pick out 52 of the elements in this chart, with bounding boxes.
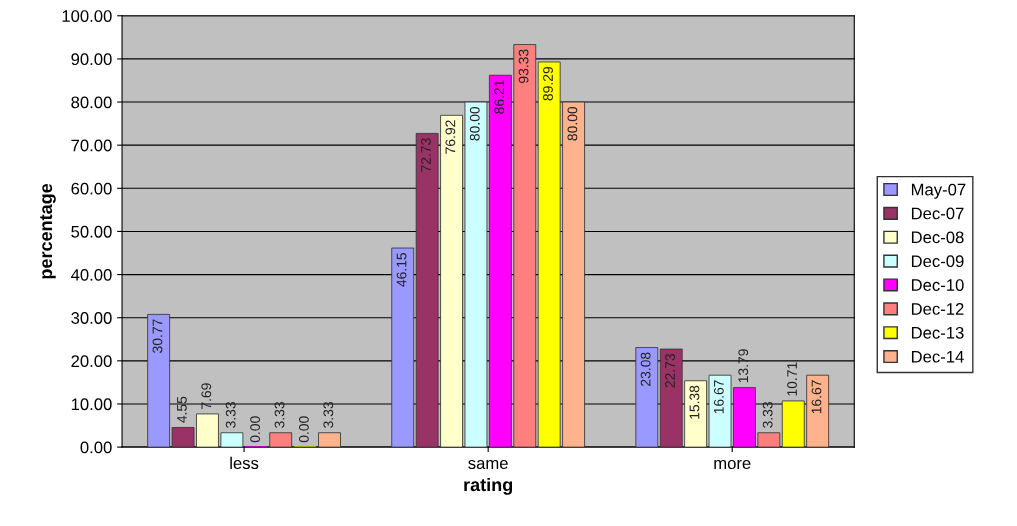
x-tick-label: more [714,459,751,470]
bar [318,432,341,448]
data-label: 3.33 [762,402,773,428]
y-tick-label: 30.00 [71,312,112,324]
x-tick-label: same [468,459,508,470]
legend-label: Dec-14 [911,350,964,363]
bar [635,347,659,448]
data-label: 72.73 [421,138,431,172]
y-tick-label: 50.00 [71,225,112,238]
data-label: 4.55 [177,396,187,423]
data-label: 16.67 [713,380,724,414]
legend-label: Dec-10 [911,279,964,291]
data-label: 89.29 [543,66,553,101]
bar [269,432,293,448]
legend-label: Dec-13 [911,326,964,339]
data-label: 76.92 [445,120,456,154]
data-label: 16.67 [811,380,822,414]
legend-label: Dec-08 [911,231,964,244]
data-label: 3.33 [323,402,334,428]
legend-label: May-07 [911,183,966,199]
y-tick-label: 60.00 [71,182,112,195]
y-tick-label: 40.00 [71,268,112,281]
y-axis-title: percentage [40,183,56,279]
data-label: 3.33 [225,402,236,428]
data-label: 22.73 [665,353,675,388]
y-tick-label: 70.00 [71,139,112,152]
legend-label: Dec-12 [911,303,964,315]
data-label: 80.00 [567,106,578,141]
data-label: 46.15 [396,252,407,287]
y-tick-label: 10.00 [71,398,112,411]
y-tick-label: 0.00 [80,441,112,454]
data-label: 0.00 [250,416,261,443]
y-tick-label: 80.00 [71,96,112,109]
bar [391,247,415,448]
x-axis-title: rating [464,477,513,495]
legend-label: Dec-07 [911,207,964,220]
legend-label: Dec-09 [911,255,964,268]
y-tick-label: 100.00 [62,10,112,22]
data-label: 86.21 [494,80,505,114]
data-label: 3.33 [274,402,285,428]
data-label: 0.00 [298,416,309,443]
y-tick-label: 90.00 [71,53,112,66]
data-label: 10.71 [787,362,797,396]
data-label: 7.69 [201,383,212,409]
data-label: 15.38 [689,385,700,419]
data-label: 93.33 [518,49,529,83]
data-label: 30.77 [152,319,163,353]
data-label: 80.00 [469,106,480,141]
data-label: 23.08 [640,352,651,386]
x-tick-label: less [230,456,259,470]
y-tick-label: 20.00 [71,355,112,368]
data-label: 13.79 [738,349,749,383]
